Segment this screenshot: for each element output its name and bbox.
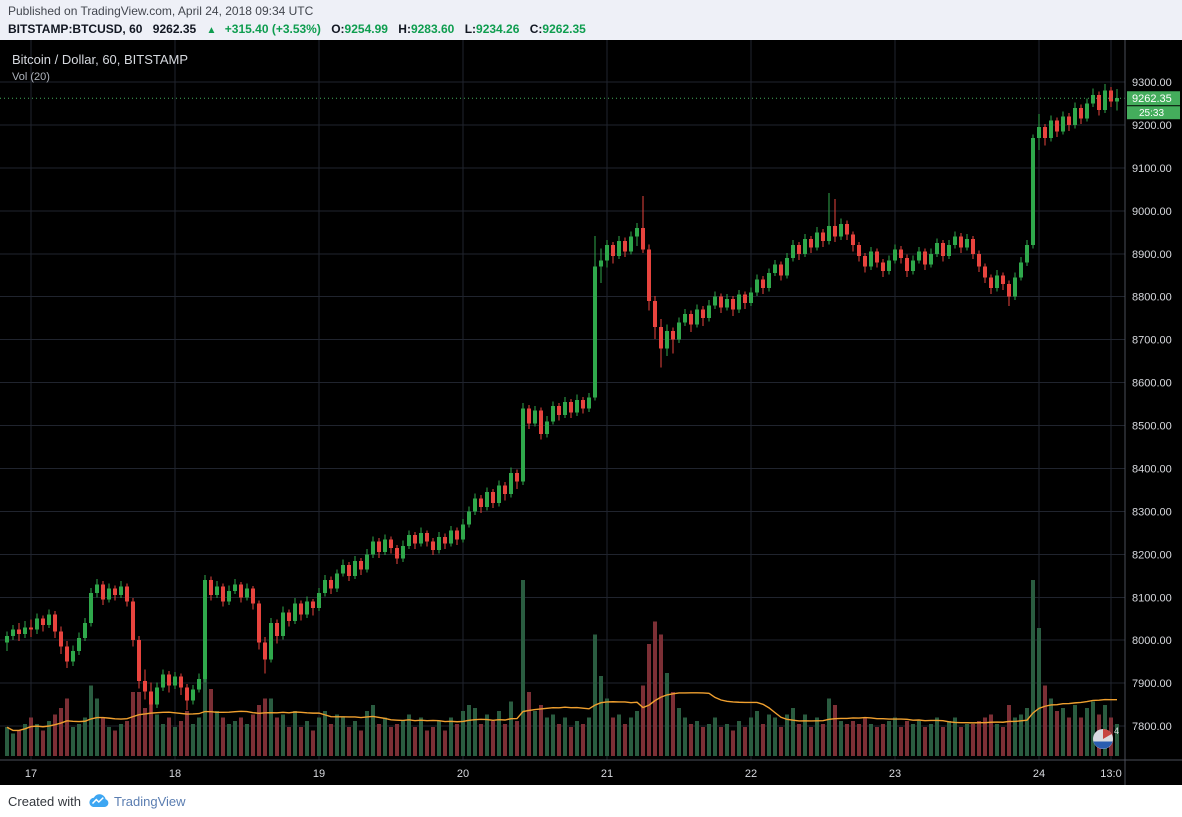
svg-text:20: 20 xyxy=(457,768,469,780)
header-bar: Published on TradingView.com, April 24, … xyxy=(0,0,1182,40)
svg-text:8700.00: 8700.00 xyxy=(1132,335,1172,347)
open-value: 9254.99 xyxy=(344,22,388,36)
svg-text:9300.00: 9300.00 xyxy=(1132,77,1172,89)
up-arrow-icon: ▲ xyxy=(206,25,217,36)
svg-text:8900.00: 8900.00 xyxy=(1132,249,1172,261)
svg-text:22: 22 xyxy=(745,768,757,780)
svg-text:8400.00: 8400.00 xyxy=(1132,463,1172,475)
round-logo-icon xyxy=(1093,729,1113,749)
tradingview-logo-icon[interactable] xyxy=(88,794,109,808)
svg-text:25:33: 25:33 xyxy=(1139,108,1164,119)
svg-text:8000.00: 8000.00 xyxy=(1132,635,1172,647)
svg-text:7800.00: 7800.00 xyxy=(1132,721,1172,733)
created-with-text: Created with xyxy=(8,793,81,809)
chart-area: 9300.00 9200.00 9100.00 9000.00 8900.00 8800.… xyxy=(0,40,1182,785)
svg-text:17: 17 xyxy=(25,768,37,780)
svg-text:13:0: 13:0 xyxy=(1100,768,1121,780)
watermark-badge: 4 xyxy=(1114,726,1120,736)
svg-text:23: 23 xyxy=(889,768,901,780)
svg-text:8600.00: 8600.00 xyxy=(1132,378,1172,390)
high-label: H: xyxy=(398,22,411,36)
svg-text:8800.00: 8800.00 xyxy=(1132,292,1172,304)
open-label: O: xyxy=(331,22,345,36)
svg-text:18: 18 xyxy=(169,768,181,780)
last-price-value: 9262.35 xyxy=(152,22,197,36)
svg-text:8300.00: 8300.00 xyxy=(1132,506,1172,518)
svg-text:9000.00: 9000.00 xyxy=(1132,206,1172,218)
svg-text:8100.00: 8100.00 xyxy=(1132,592,1172,604)
svg-text:24: 24 xyxy=(1033,768,1045,780)
open-quote: O:9254.99 xyxy=(331,22,388,36)
footer-bar: Created with TradingView xyxy=(0,785,1182,817)
watermark-logo-icon: 4 xyxy=(1092,726,1124,754)
svg-text:9200.00: 9200.00 xyxy=(1132,120,1172,132)
svg-text:21: 21 xyxy=(601,768,613,780)
candlestick-chart-svg[interactable]: 9300.00 9200.00 9100.00 9000.00 8900.00 8800.… xyxy=(0,40,1182,785)
svg-text:19: 19 xyxy=(313,768,325,780)
low-value: 9234.26 xyxy=(476,22,520,36)
high-quote: H:9283.60 xyxy=(398,22,454,36)
close-label: C: xyxy=(529,22,543,36)
close-value: 9262.35 xyxy=(542,22,586,36)
svg-text:8500.00: 8500.00 xyxy=(1132,421,1172,433)
svg-text:9262.35: 9262.35 xyxy=(1132,93,1172,105)
published-text: Published on TradingView.com, April 24, … xyxy=(8,4,314,18)
svg-text:8200.00: 8200.00 xyxy=(1132,549,1172,561)
low-quote: L:9234.26 xyxy=(465,22,520,36)
low-label: L: xyxy=(464,22,477,36)
high-value: 9283.60 xyxy=(410,22,455,36)
price-change-value: +315.40 (+3.53%) xyxy=(224,22,321,36)
svg-text:9100.00: 9100.00 xyxy=(1132,163,1172,175)
svg-text:7900.00: 7900.00 xyxy=(1132,678,1172,690)
close-quote: C:9262.35 xyxy=(530,22,586,36)
tradingview-wordmark-link[interactable]: TradingView xyxy=(113,793,186,809)
symbol-name[interactable]: BITSTAMP:BTCUSD, 60 xyxy=(8,22,143,36)
symbol-info-bar: BITSTAMP:BTCUSD, 60 9262.35 ▲ +315.40 (+… xyxy=(8,22,593,36)
